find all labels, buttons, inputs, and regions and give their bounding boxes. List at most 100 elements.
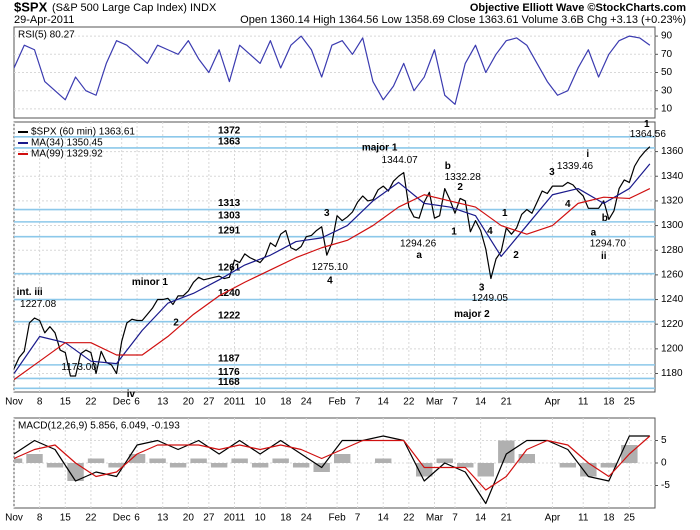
x-tick-label: Dec	[113, 397, 131, 408]
histogram-bar	[87, 458, 105, 463]
annotation: 1332.28	[445, 172, 482, 183]
x-tick-label: 27	[203, 513, 215, 524]
level-label: 1363	[218, 137, 241, 148]
panel-title: MACD(12,26,9) 5.856, 6.049, -0.193	[18, 421, 180, 432]
x-tick-label: 6	[134, 513, 140, 524]
x-tick-label: 21	[501, 397, 513, 408]
histogram-bar	[169, 463, 187, 468]
histogram-bar	[210, 463, 228, 468]
x-tick-label: 13	[157, 513, 169, 524]
histogram-bar	[14, 458, 23, 463]
x-tick-label: Mar	[426, 513, 444, 524]
level-label: 1168	[218, 377, 240, 388]
y-tick-label: 1320	[661, 196, 684, 207]
x-tick-label: 8	[37, 513, 43, 524]
series-line	[14, 146, 651, 377]
annotation: a	[591, 228, 597, 239]
level-label: 1176	[218, 367, 240, 378]
annotation: b	[445, 161, 451, 172]
x-tick-label: 7	[355, 397, 361, 408]
x-tick-label: 20	[183, 513, 195, 524]
level-label: 1187	[218, 354, 240, 365]
level-label: 1291	[218, 225, 241, 236]
x-tick-label: 18	[603, 397, 615, 408]
annotation: 2	[457, 182, 463, 193]
histogram-bar	[149, 458, 166, 463]
series-line	[14, 35, 651, 105]
symbol-name: (S&P 500 Large Cap Index) INDX	[52, 2, 217, 14]
x-tick-label: 11	[578, 513, 589, 524]
x-tick-label: 13	[157, 397, 169, 408]
x-tick-label: Feb	[328, 513, 346, 524]
x-tick-label: 2011	[224, 513, 246, 524]
x-tick-label: 22	[403, 513, 415, 524]
level-label: 1222	[218, 310, 241, 321]
x-tick-label: 7	[355, 513, 361, 524]
annotation: 1339.46	[557, 161, 594, 172]
annotation: 4	[327, 276, 333, 287]
annotation: 1294.70	[590, 239, 627, 250]
annotation: ii	[601, 251, 607, 262]
x-tick-label: Nov	[5, 397, 23, 408]
histogram-bar	[477, 463, 494, 477]
histogram-bar	[231, 458, 248, 463]
histogram-bar	[251, 463, 269, 468]
histogram-bar	[26, 454, 43, 463]
x-tick-label: 6	[134, 397, 140, 408]
annotation: 2	[513, 250, 519, 261]
histogram-bar	[600, 463, 618, 468]
y-tick-label: 0	[661, 458, 667, 469]
level-label: 1261	[218, 262, 241, 273]
x-tick-label: 27	[203, 397, 215, 408]
y-tick-label: 90	[661, 31, 673, 42]
level-label: 1313	[218, 198, 241, 209]
x-tick-label: 14	[475, 397, 487, 408]
y-tick-label: 1220	[661, 319, 684, 330]
x-tick-label: Apr	[545, 397, 561, 408]
level-label: 1240	[218, 288, 241, 299]
annotation: 3	[479, 282, 485, 293]
x-tick-label: 14	[475, 513, 487, 524]
x-tick-label: 14	[378, 513, 390, 524]
y-tick-label: 5	[661, 435, 667, 446]
annotation: 1	[644, 119, 650, 130]
annotation: 2	[173, 318, 179, 329]
x-tick-label: 7	[452, 513, 458, 524]
annotation: major 1	[362, 143, 398, 154]
annotation: a	[416, 250, 422, 261]
histogram-bar	[190, 458, 207, 463]
histogram-bar	[559, 463, 577, 468]
annotation: int. iii	[17, 287, 43, 298]
annotation: 1249.05	[472, 293, 509, 304]
histogram-bar	[108, 463, 125, 468]
x-tick-label: 20	[183, 397, 195, 408]
histogram-bar	[67, 463, 84, 481]
y-tick-label: 1280	[661, 245, 684, 256]
annotation: 4	[487, 226, 493, 237]
x-tick-label: 8	[37, 397, 43, 408]
annotation: 1	[451, 226, 457, 237]
annotation: minor 1	[132, 277, 169, 288]
series-line	[14, 435, 651, 491]
x-tick-label: 21	[501, 513, 513, 524]
level-label: 1372	[218, 125, 241, 136]
x-tick-label: Mar	[426, 397, 444, 408]
x-tick-label: 14	[378, 397, 390, 408]
annotation: iv	[127, 389, 136, 400]
annotation: 1227.08	[20, 299, 57, 310]
level-label: 1303	[218, 211, 241, 222]
x-tick-label: 22	[403, 397, 415, 408]
histogram-bar	[292, 463, 310, 468]
histogram-bar	[128, 454, 146, 463]
annotation: b	[602, 213, 608, 224]
legend-label: MA(99) 1329.92	[31, 149, 103, 160]
histogram-bar	[457, 463, 474, 468]
histogram-bar	[272, 458, 289, 463]
series-line	[14, 163, 651, 374]
x-tick-label: 15	[60, 397, 72, 408]
annotation: 1344.07	[382, 155, 419, 166]
y-tick-label: 50	[661, 67, 673, 78]
annotation: i	[586, 149, 589, 160]
annotation: 1275.10	[312, 262, 349, 273]
x-tick-label: 15	[60, 513, 72, 524]
